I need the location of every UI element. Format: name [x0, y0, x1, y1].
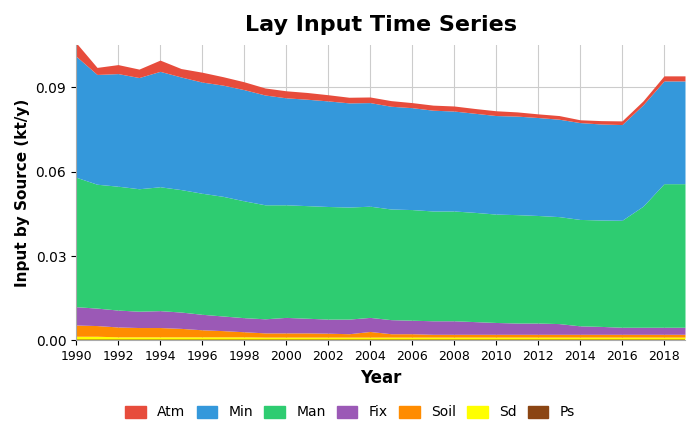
X-axis label: Year: Year: [360, 369, 401, 387]
Legend: Atm, Min, Man, Fix, Soil, Sd, Ps: Atm, Min, Man, Fix, Soil, Sd, Ps: [120, 400, 580, 425]
Title: Lay Input Time Series: Lay Input Time Series: [244, 15, 517, 35]
Y-axis label: Input by Source (kt/y): Input by Source (kt/y): [15, 98, 30, 287]
